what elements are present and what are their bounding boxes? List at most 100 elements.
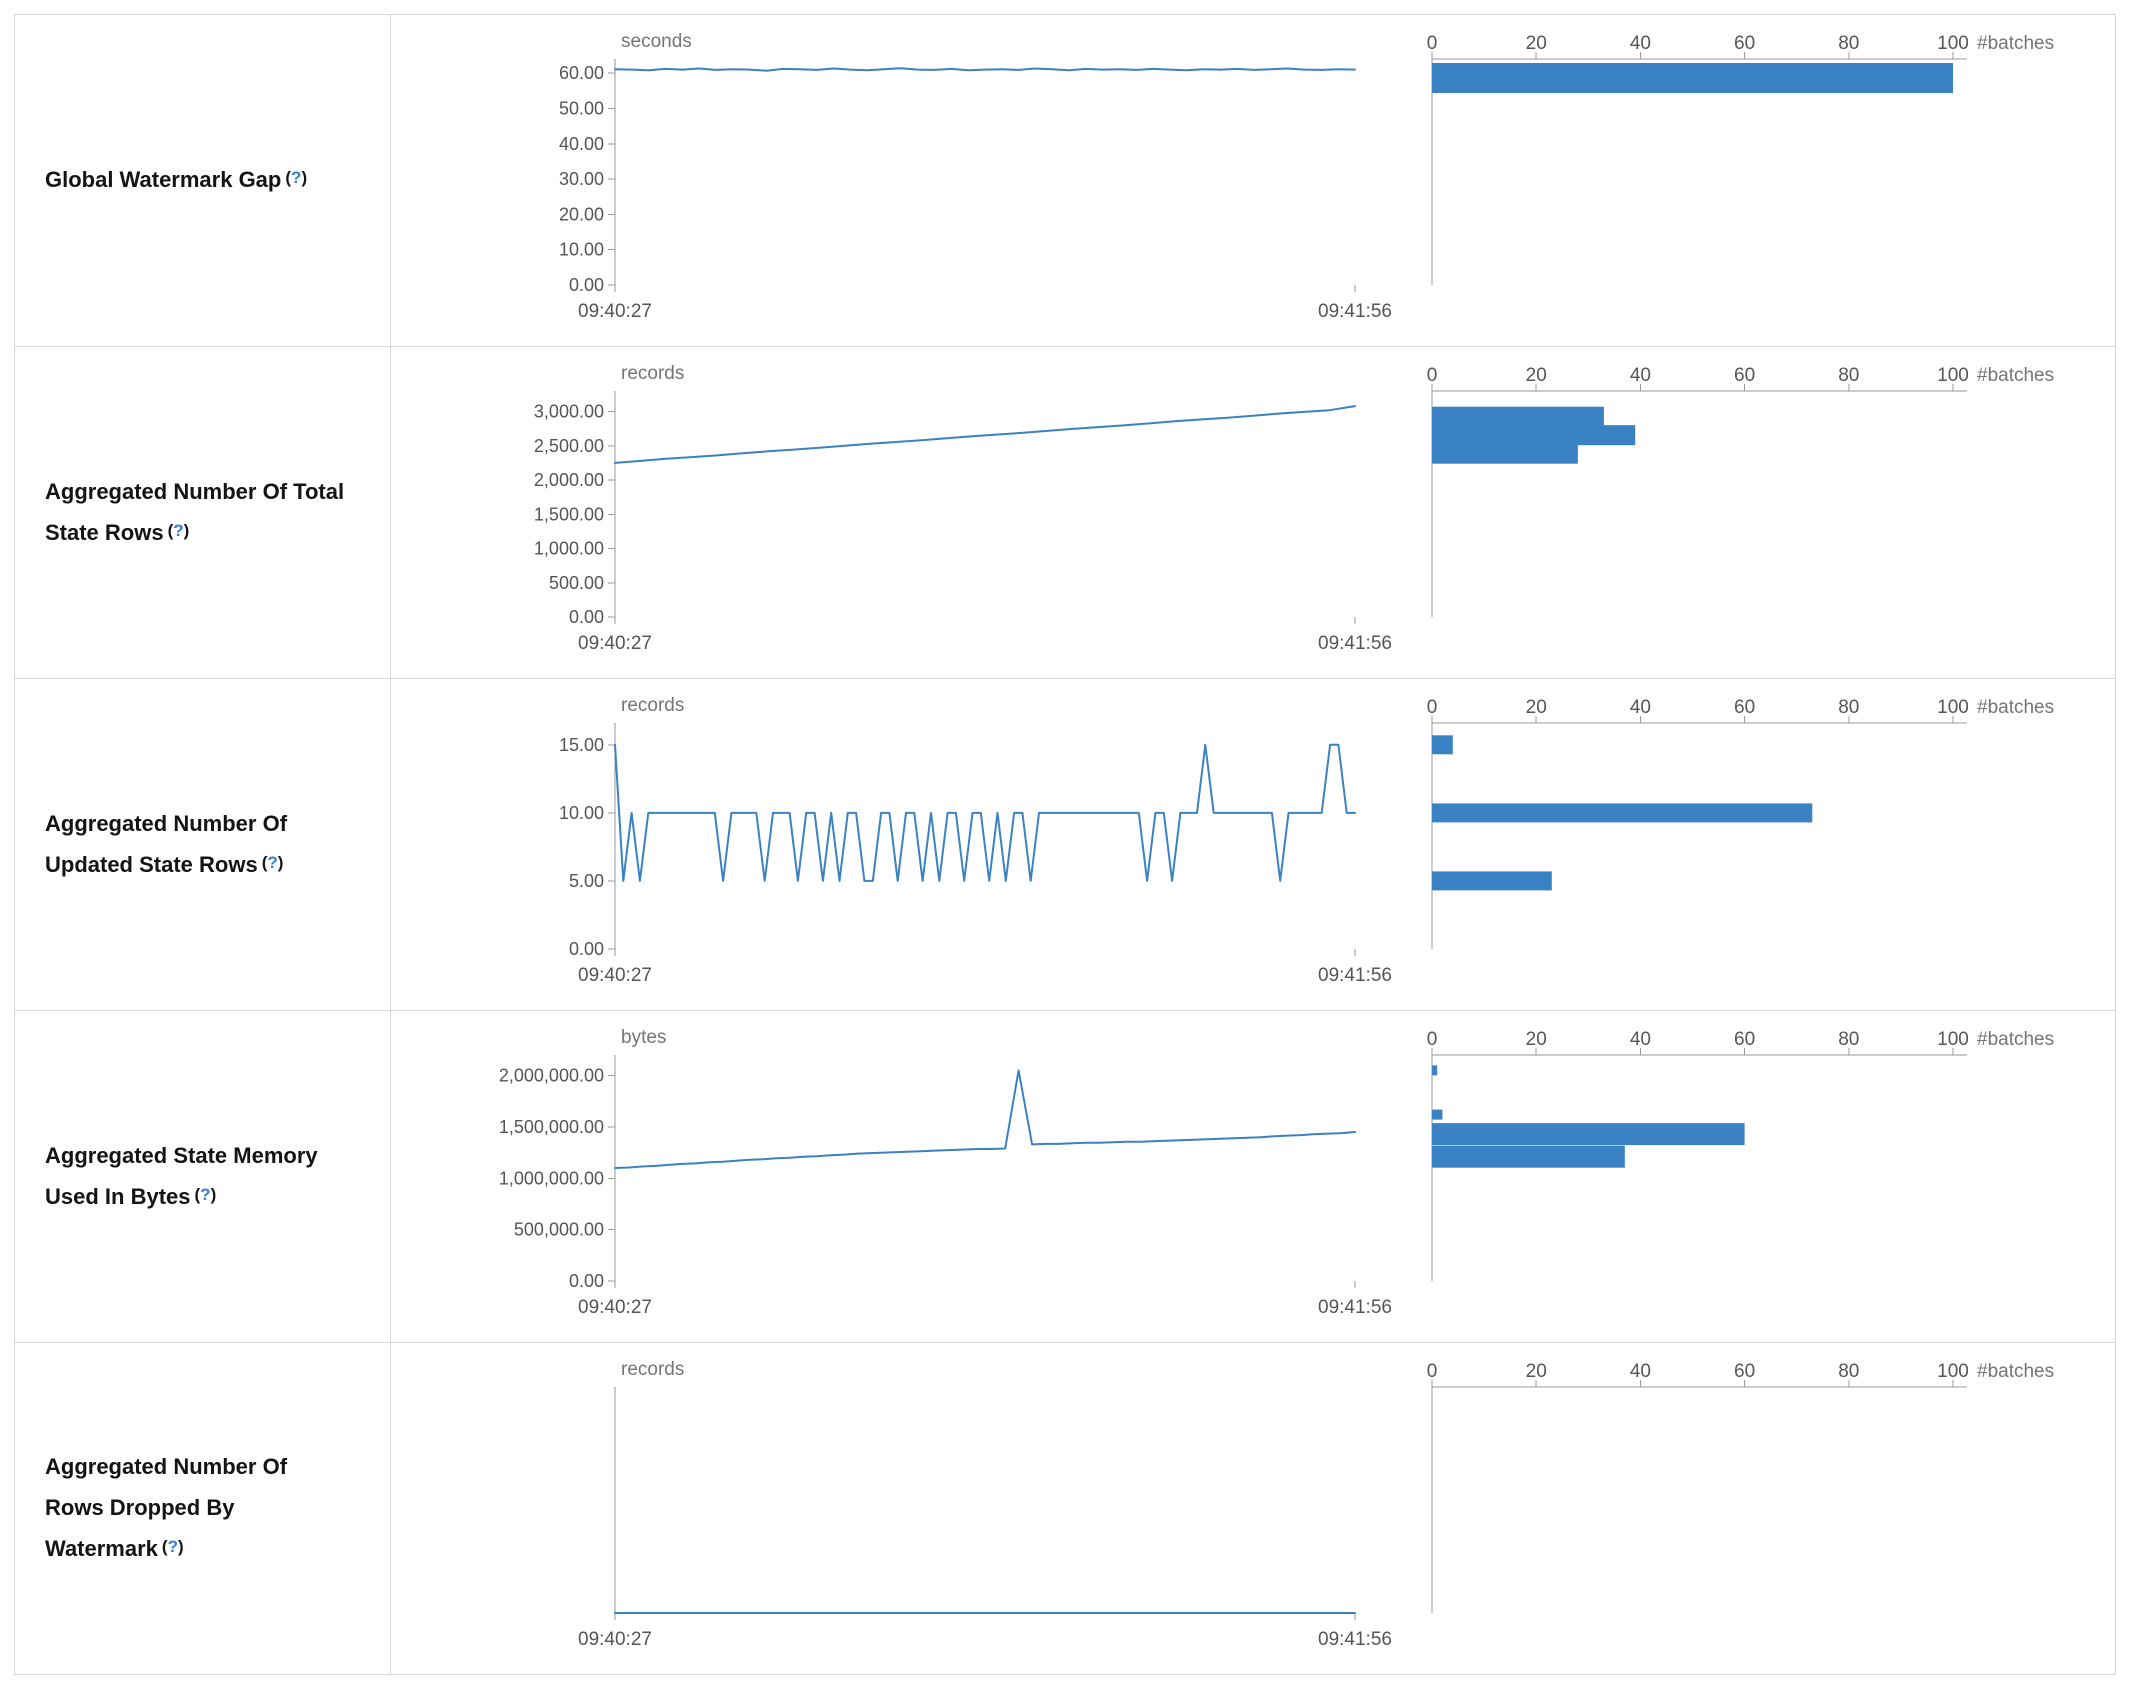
timeline-chart-aggregated-total-state-rows[interactable]: records 3,000.00 2,500.00 2,000.00 1,500.00 1… bbox=[391, 357, 1401, 657]
histogram-tick-label: 40 bbox=[1630, 1361, 1651, 1382]
help-paren-close: ) bbox=[183, 520, 190, 540]
y-tick-label: 0.00 bbox=[569, 939, 604, 959]
histogram-tick-label: 60 bbox=[1734, 697, 1755, 718]
histogram-bar bbox=[1432, 1123, 1745, 1146]
timeline-chart-cell: bytes 2,000,000.00 1,500,000.00 1,000,000.0… bbox=[391, 1011, 1401, 1342]
timeline-series-line bbox=[614, 405, 1356, 464]
histogram-tick-label: 60 bbox=[1734, 1029, 1755, 1050]
timeline-chart-aggregated-updated-state-rows[interactable]: records 15.00 10.00 5.00 0.00 09:40:27 09:41:5… bbox=[391, 689, 1401, 989]
y-tick-label: 30.00 bbox=[559, 169, 604, 189]
histogram-tick-label: 40 bbox=[1630, 1029, 1651, 1050]
x-start-time-label: 09:40:27 bbox=[578, 1629, 652, 1650]
metric-name: Global Watermark Gap bbox=[45, 167, 282, 193]
metric-row-global-watermark-gap: Global Watermark Gap (?) seconds 60.00 50.00… bbox=[15, 15, 2115, 347]
help-paren-close: ) bbox=[210, 1184, 217, 1204]
streaming-metrics-table: Global Watermark Gap (?) seconds 60.00 50.00… bbox=[14, 14, 2116, 1675]
y-tick-label: 2,000.00 bbox=[534, 470, 604, 490]
histogram-chart-aggregated-total-state-rows[interactable]: 0 20 40 60 80 100 #batches bbox=[1401, 357, 2101, 657]
histogram-tick-label: 0 bbox=[1427, 1029, 1438, 1050]
timeline-chart-cell: records 09:40:27 09:41:56 bbox=[391, 1343, 1401, 1674]
histogram-cell: 0 20 40 60 80 100 #batches bbox=[1401, 15, 2115, 346]
timeline-chart-aggregated-rows-dropped-by-watermark[interactable]: records 09:40:27 09:41:56 bbox=[391, 1353, 1401, 1653]
y-tick-label: 0.00 bbox=[569, 275, 604, 295]
histogram-tick-label: 20 bbox=[1526, 365, 1547, 386]
timeline-chart-global-watermark-gap[interactable]: seconds 60.00 50.00 40.00 30.00 20.00 10.00 0.0… bbox=[391, 25, 1401, 325]
help-tooltip-link[interactable]: (?) bbox=[195, 1185, 217, 1204]
y-tick-label: 2,500.00 bbox=[534, 436, 604, 456]
histogram-unit-label: #batches bbox=[1977, 365, 2054, 386]
x-end-time-label: 09:41:56 bbox=[1318, 1629, 1392, 1650]
timeline-unit-label: records bbox=[621, 1359, 684, 1380]
histogram-chart-global-watermark-gap[interactable]: 0 20 40 60 80 100 #batches bbox=[1401, 25, 2101, 325]
histogram-cell: 0 20 40 60 80 100 #batches bbox=[1401, 1011, 2115, 1342]
x-end-time-label: 09:41:56 bbox=[1318, 301, 1392, 322]
help-paren-open: ( bbox=[285, 168, 292, 188]
histogram-chart-aggregated-rows-dropped-by-watermark[interactable]: 0 20 40 60 80 100 #batches bbox=[1401, 1353, 2101, 1653]
histogram-tick-label: 80 bbox=[1838, 33, 1859, 54]
help-paren-close: ) bbox=[177, 1536, 184, 1556]
histogram-bar bbox=[1432, 443, 1578, 464]
metric-label-cell: Aggregated Number Of Updated State Rows(… bbox=[15, 679, 391, 1010]
timeline-chart-cell: records 3,000.00 2,500.00 2,000.00 1,500.00 1… bbox=[391, 347, 1401, 678]
histogram-tick-label: 80 bbox=[1838, 1361, 1859, 1382]
histogram-tick-label: 20 bbox=[1526, 1361, 1547, 1382]
histogram-bar bbox=[1432, 871, 1552, 891]
help-tooltip-link[interactable]: (?) bbox=[162, 1537, 184, 1556]
y-tick-label: 0.00 bbox=[569, 607, 604, 627]
question-mark-icon: ? bbox=[167, 1536, 178, 1556]
metric-label-cell: Aggregated Number Of Rows Dropped By Wat… bbox=[15, 1343, 391, 1674]
metric-row-aggregated-rows-dropped-by-watermark: Aggregated Number Of Rows Dropped By Wat… bbox=[15, 1343, 2115, 1674]
help-tooltip-link[interactable]: (?) bbox=[262, 853, 284, 872]
y-tick-label: 1,000,000.00 bbox=[499, 1168, 604, 1188]
metric-name: Aggregated Number Of Updated State Rows bbox=[45, 810, 288, 877]
metric-name: Aggregated State Memory Used In Bytes bbox=[45, 1142, 318, 1209]
timeline-chart-aggregated-state-memory-used[interactable]: bytes 2,000,000.00 1,500,000.00 1,000,000.0… bbox=[391, 1021, 1401, 1321]
help-tooltip-link[interactable]: (?) bbox=[168, 521, 190, 540]
histogram-tick-label: 100 bbox=[1937, 1361, 1969, 1382]
histogram-tick-label: 20 bbox=[1526, 33, 1547, 54]
histogram-tick-label: 60 bbox=[1734, 33, 1755, 54]
histogram-tick-label: 0 bbox=[1427, 1361, 1438, 1382]
metric-label-cell: Aggregated State Memory Used In Bytes (?) bbox=[15, 1011, 391, 1342]
histogram-tick-label: 40 bbox=[1630, 697, 1651, 718]
y-tick-label: 2,000,000.00 bbox=[499, 1066, 604, 1086]
x-start-time-label: 09:40:27 bbox=[578, 1297, 652, 1318]
histogram-bar bbox=[1432, 63, 1953, 93]
timeline-series-line bbox=[614, 1069, 1356, 1169]
metric-label: Aggregated Number Of Rows Dropped By Wat… bbox=[45, 1447, 350, 1569]
histogram-bar bbox=[1432, 1145, 1625, 1168]
histogram-unit-label: #batches bbox=[1977, 33, 2054, 54]
y-tick-label: 20.00 bbox=[559, 204, 604, 224]
histogram-tick-label: 100 bbox=[1937, 697, 1969, 718]
histogram-tick-label: 40 bbox=[1630, 365, 1651, 386]
histogram-tick-label: 0 bbox=[1427, 365, 1438, 386]
metric-label: Aggregated Number Of Total State Rows (?) bbox=[45, 472, 350, 553]
y-tick-label: 50.00 bbox=[559, 98, 604, 118]
x-start-time-label: 09:40:27 bbox=[578, 301, 652, 322]
y-tick-label: 60.00 bbox=[559, 63, 604, 83]
histogram-bar bbox=[1432, 735, 1453, 755]
histogram-tick-label: 0 bbox=[1427, 697, 1438, 718]
y-tick-label: 1,500.00 bbox=[534, 504, 604, 524]
histogram-chart-aggregated-updated-state-rows[interactable]: 0 20 40 60 80 100 #batches bbox=[1401, 689, 2101, 989]
x-start-time-label: 09:40:27 bbox=[578, 633, 652, 654]
histogram-tick-label: 80 bbox=[1838, 365, 1859, 386]
histogram-cell: 0 20 40 60 80 100 #batches bbox=[1401, 347, 2115, 678]
y-tick-label: 1,500,000.00 bbox=[499, 1117, 604, 1137]
y-tick-label: 1,000.00 bbox=[534, 539, 604, 559]
histogram-cell: 0 20 40 60 80 100 #batches bbox=[1401, 1343, 2115, 1674]
histogram-chart-aggregated-state-memory-used[interactable]: 0 20 40 60 80 100 #batches bbox=[1401, 1021, 2101, 1321]
y-tick-label: 500,000.00 bbox=[514, 1220, 604, 1240]
timeline-series-line bbox=[614, 743, 1356, 882]
metric-name: Aggregated Number Of Total State Rows bbox=[45, 478, 345, 545]
x-end-time-label: 09:41:56 bbox=[1318, 1297, 1392, 1318]
histogram-bar bbox=[1432, 803, 1813, 823]
timeline-chart-cell: seconds 60.00 50.00 40.00 30.00 20.00 10.00 0.0… bbox=[391, 15, 1401, 346]
y-tick-label: 3,000.00 bbox=[534, 402, 604, 422]
histogram-bar bbox=[1432, 1065, 1438, 1076]
timeline-unit-label: seconds bbox=[621, 31, 692, 52]
help-tooltip-link[interactable]: (?) bbox=[285, 168, 307, 187]
help-paren-close: ) bbox=[301, 168, 308, 188]
help-paren-open: ( bbox=[194, 1184, 201, 1204]
histogram-tick-label: 60 bbox=[1734, 1361, 1755, 1382]
